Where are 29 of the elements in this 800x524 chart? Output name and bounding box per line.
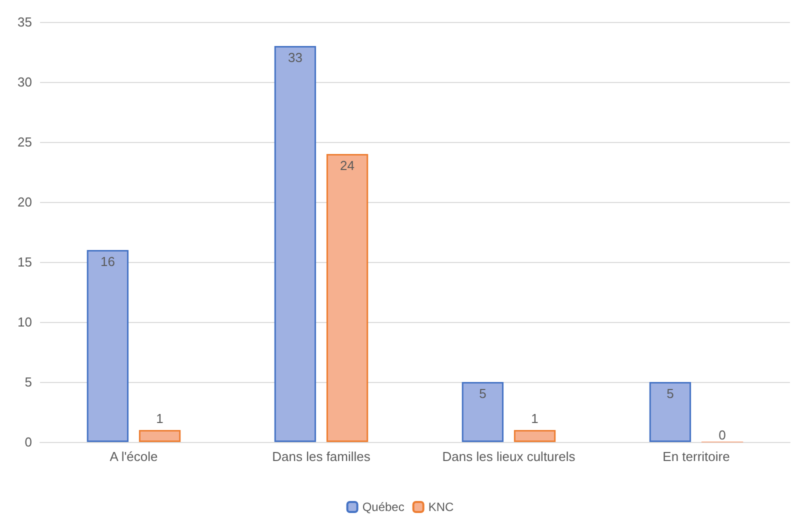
y-tick-label: 20 <box>18 194 32 210</box>
data-label: 5 <box>479 386 486 401</box>
y-tick-label: 30 <box>18 74 32 90</box>
x-tick-label: Dans les familles <box>272 449 371 464</box>
y-tick-label: 0 <box>24 434 32 450</box>
y-tick-label: 5 <box>24 374 32 390</box>
x-tick-label: A l'école <box>110 449 158 464</box>
bar <box>274 46 316 442</box>
data-label: 33 <box>288 50 302 65</box>
y-tick-label: 25 <box>18 134 32 150</box>
bar <box>649 382 692 442</box>
data-label: 5 <box>666 386 674 401</box>
data-label: 1 <box>156 411 164 426</box>
bar <box>138 430 181 442</box>
legend-label: KNC <box>428 500 454 514</box>
x-tick-label: En territoire <box>662 449 730 464</box>
data-label: 0 <box>718 428 726 442</box>
data-label: 24 <box>340 158 355 173</box>
bar <box>326 154 368 442</box>
y-tick-label: 35 <box>18 14 32 30</box>
bar <box>86 250 129 442</box>
legend-label: Québec <box>362 500 404 514</box>
y-tick-label: 15 <box>18 254 32 270</box>
bar <box>514 430 556 442</box>
x-tick-label: Dans les lieux culturels <box>442 449 576 464</box>
bar <box>462 382 504 442</box>
y-tick-label: 10 <box>18 314 32 330</box>
data-label: 16 <box>100 254 115 269</box>
data-label: 1 <box>531 411 538 426</box>
